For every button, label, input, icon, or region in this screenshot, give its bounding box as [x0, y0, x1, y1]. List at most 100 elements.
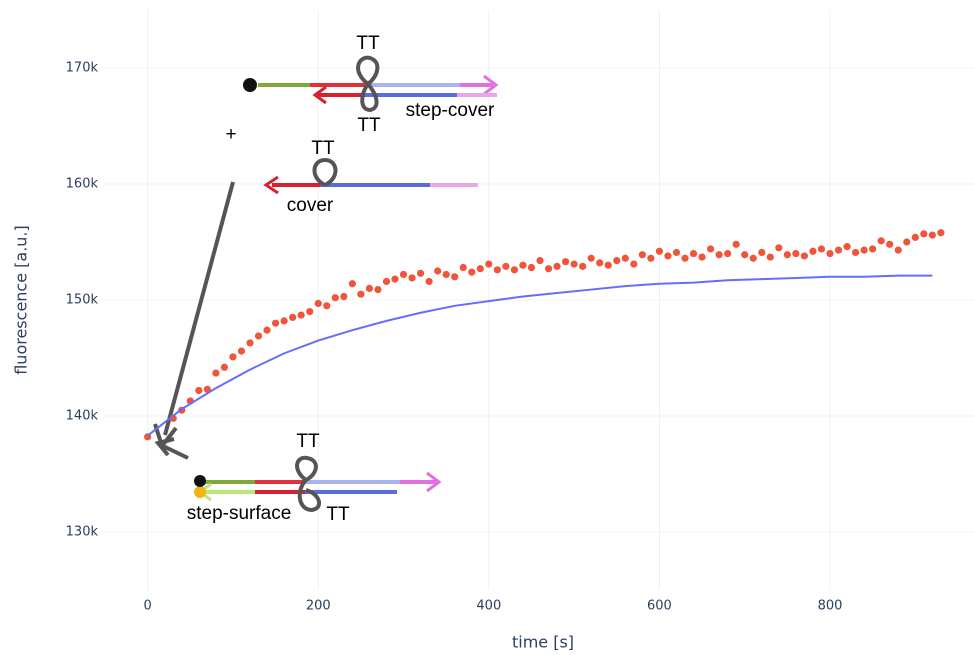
data-point — [579, 262, 587, 270]
plot — [144, 229, 945, 441]
data-point — [715, 251, 723, 259]
data-point — [476, 265, 484, 273]
data-point — [758, 248, 766, 257]
data-point — [792, 250, 800, 258]
data-point — [442, 270, 450, 279]
data-point — [246, 339, 254, 347]
data-point — [672, 248, 681, 257]
annotation: TT — [311, 138, 335, 159]
data-point — [468, 268, 476, 276]
data-point — [587, 254, 595, 262]
grid: 0 200 400 600 800 130k 140k 150k 160k 170k — [66, 10, 975, 614]
x-tick-label: 400 — [476, 599, 501, 614]
data-point — [527, 263, 536, 272]
annotation: step-cover — [406, 100, 495, 121]
data-point — [937, 229, 945, 237]
data-point — [698, 253, 706, 261]
data-point — [502, 262, 510, 270]
data-point — [886, 240, 894, 248]
data-point — [911, 233, 919, 241]
y-tick-label: 130k — [66, 525, 99, 540]
y-tick-label: 150k — [66, 293, 99, 308]
y-tick-label: 140k — [66, 409, 99, 424]
data-point — [229, 353, 237, 361]
data-point — [928, 231, 936, 239]
data-point — [544, 265, 553, 273]
diagrams — [153, 55, 499, 513]
data-point — [894, 246, 902, 254]
data-point — [519, 261, 527, 269]
data-point — [664, 252, 672, 260]
data-point — [536, 256, 544, 265]
x-tick-label: 0 — [144, 599, 152, 614]
data-point — [630, 260, 638, 268]
data-point — [681, 254, 689, 262]
data-point — [493, 266, 501, 274]
data-point — [732, 240, 740, 248]
annotation: TT — [356, 33, 380, 54]
fit-line — [147, 274, 933, 437]
data-point — [280, 317, 288, 325]
data-point — [613, 256, 621, 265]
data-point — [596, 259, 604, 267]
data-point — [920, 230, 928, 238]
data-point — [570, 260, 578, 268]
data-point — [314, 299, 322, 308]
data-point — [340, 292, 348, 301]
data-point — [459, 263, 467, 272]
data-point — [263, 326, 271, 334]
data-point — [425, 277, 433, 286]
data-point — [724, 250, 732, 258]
y-tick-label: 160k — [66, 177, 99, 192]
data-point — [655, 247, 664, 255]
data-point — [254, 332, 263, 340]
y-axis-title: fluorescence [a.u.] — [12, 225, 31, 375]
data-point — [800, 252, 809, 260]
x-tick-label: 200 — [306, 599, 331, 614]
data-point — [289, 313, 297, 321]
x-tick-label: 800 — [818, 599, 843, 614]
data-point — [553, 262, 561, 270]
data-point — [306, 308, 314, 316]
data-point — [647, 254, 655, 262]
data-point — [382, 277, 391, 286]
data-point — [877, 237, 885, 245]
data-point — [271, 319, 280, 327]
data-point — [374, 285, 382, 294]
data-point — [434, 267, 442, 275]
data-point — [621, 254, 629, 262]
data-point — [195, 386, 203, 395]
data-point — [741, 251, 749, 259]
data-point — [416, 269, 425, 277]
data-point — [212, 369, 220, 377]
data-point — [706, 245, 715, 253]
data-point — [775, 244, 783, 252]
data-point — [869, 245, 877, 253]
data-point — [809, 247, 817, 255]
data-point — [843, 243, 851, 251]
data-point — [903, 238, 911, 246]
data-point — [826, 250, 834, 258]
data-point — [851, 248, 860, 257]
annotation: TT — [357, 115, 381, 136]
data-point — [638, 251, 646, 259]
data-point — [348, 280, 356, 288]
data-point — [510, 266, 519, 274]
annotation: step-surface — [187, 503, 292, 524]
annotation: + — [225, 124, 236, 145]
data-point — [749, 254, 757, 262]
data-point — [561, 258, 570, 266]
data-point — [323, 302, 331, 310]
data-point — [834, 246, 843, 254]
data-point — [357, 290, 365, 298]
data-point — [451, 273, 459, 281]
x-axis-title: time [s] — [512, 633, 574, 652]
data-point — [365, 284, 374, 292]
data-point — [766, 253, 774, 261]
annotation: TT — [296, 431, 320, 452]
data-point — [399, 270, 408, 279]
y-tick-label: 170k — [66, 61, 99, 76]
data-point — [220, 363, 229, 371]
annotation: cover — [287, 195, 334, 216]
